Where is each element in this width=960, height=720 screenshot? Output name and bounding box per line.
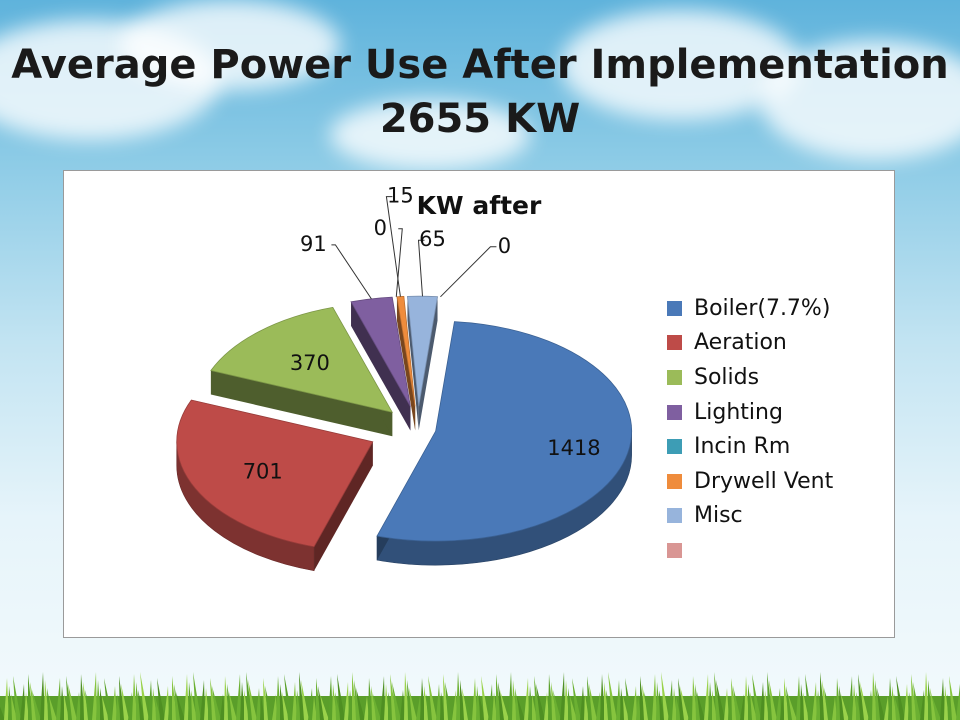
pie-slice-0 xyxy=(376,321,633,542)
legend-item: Drywell Vent xyxy=(667,464,833,499)
legend-label: Aeration xyxy=(694,330,787,356)
legend-item: Solids xyxy=(667,360,833,395)
legend-item xyxy=(667,533,833,568)
slide-title-line-1: Average Power Use After Implementation xyxy=(11,42,949,88)
slice-face-3-0 xyxy=(351,301,411,431)
legend-item: Aeration xyxy=(667,326,833,361)
chart-legend: Boiler(7.7%) Aeration Solids Lighting Incin … xyxy=(667,291,833,568)
slide-title: Average Power Use After Implementation 2… xyxy=(0,38,960,146)
pie-slice-3 xyxy=(350,296,411,407)
cloud xyxy=(330,100,530,170)
legend-swatch xyxy=(667,404,682,420)
pie-slice-5 xyxy=(396,296,416,407)
leader-line-3 xyxy=(331,244,372,300)
legend-swatch xyxy=(667,439,682,455)
legend-swatch xyxy=(667,335,682,351)
data-label-4: 0 xyxy=(374,216,387,240)
legend-swatch xyxy=(667,508,682,524)
data-label-6: 65 xyxy=(419,227,446,251)
chart-area: KW after 1418 701 370 91 0 15 65 0 Boiler(7.7%)… xyxy=(63,170,895,638)
legend-label: Solids xyxy=(694,364,760,390)
chart-title: KW after xyxy=(416,191,542,220)
slide-title-line-2: 2655 KW xyxy=(379,96,581,142)
legend-item: Incin Rm xyxy=(667,429,833,464)
slice-face-2-0 xyxy=(210,370,393,437)
legend-item: Boiler(7.7%) xyxy=(667,291,833,326)
cloud xyxy=(120,0,340,90)
slice-face-6-0 xyxy=(407,296,419,431)
legend-swatch xyxy=(667,300,682,316)
leader-line-4 xyxy=(395,228,403,297)
legend-item: Lighting xyxy=(667,395,833,430)
legend-label: Boiler(7.7%) xyxy=(694,295,831,321)
legend-label: Misc xyxy=(694,503,743,529)
legend-swatch xyxy=(667,369,682,385)
grass-decoration xyxy=(0,672,960,720)
data-label-5: 15 xyxy=(387,184,414,208)
slice-face-5-0 xyxy=(396,296,416,431)
slice-face-1-0 xyxy=(314,441,373,571)
data-label-2: 370 xyxy=(290,351,330,375)
legend-item: Misc xyxy=(667,499,833,534)
legend-swatch xyxy=(667,542,682,558)
legend-swatch xyxy=(667,473,682,489)
leader-line-5 xyxy=(385,196,401,297)
legend-label: Incin Rm xyxy=(694,434,791,460)
data-label-0: 1418 xyxy=(547,436,600,460)
cloud xyxy=(760,40,960,160)
pie-slice-6 xyxy=(407,295,438,407)
pie-tops xyxy=(176,295,633,548)
leader-line-6 xyxy=(417,239,425,297)
legend-label: Lighting xyxy=(694,399,783,425)
leader-line-7 xyxy=(440,246,497,298)
data-label-1: 701 xyxy=(243,460,283,484)
data-label-7: 0 xyxy=(498,234,511,258)
legend-label: Drywell Vent xyxy=(694,468,834,494)
data-label-3: 91 xyxy=(300,232,327,256)
pie-slice-1 xyxy=(176,399,374,548)
slice-face-6-1 xyxy=(418,296,438,431)
pie-slice-2 xyxy=(210,306,394,413)
